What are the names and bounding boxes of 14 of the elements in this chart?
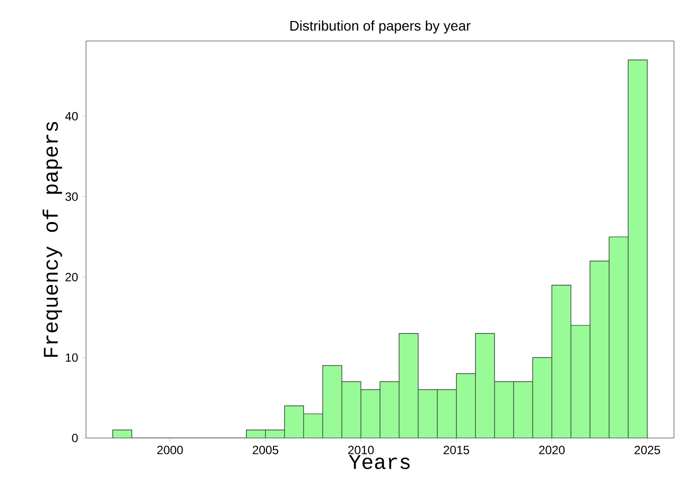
- x-tick-label: 2025: [634, 446, 660, 454]
- chart-title: Distribution of papers by year: [290, 20, 470, 34]
- y-tick-label: 10: [66, 353, 78, 362]
- y-tick-label: 30: [65, 192, 78, 201]
- y-tick-label: 20: [66, 272, 78, 282]
- x-tick-label: 2020: [539, 446, 565, 454]
- y-tick-label: 0: [72, 434, 78, 442]
- y-axis-title: Frequency of papers: [42, 122, 62, 357]
- x-tick-label: 2000: [157, 446, 183, 454]
- x-tick-label: 2010: [348, 446, 374, 454]
- x-tick-label: 2005: [252, 446, 278, 454]
- y-tick-label: 40: [65, 112, 78, 120]
- x-axis-title: Years: [348, 455, 410, 470]
- x-tick-label: 2015: [444, 446, 470, 454]
